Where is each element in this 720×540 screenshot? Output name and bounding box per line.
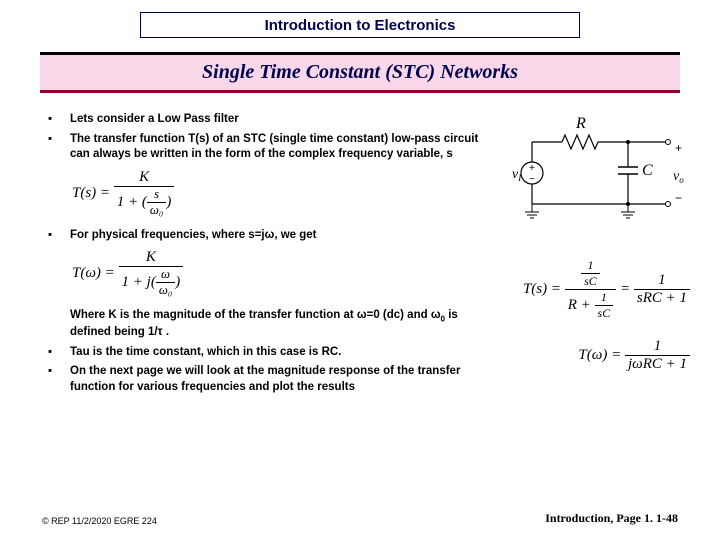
eq-fraction: K 1 + (sω₀) xyxy=(114,169,175,218)
bullet-item: ▪ For physical frequencies, where s=jω, … xyxy=(48,228,488,244)
bullet-text: Where K is the magnitude of the transfer… xyxy=(70,308,488,341)
bullet-marker: ▪ xyxy=(48,132,70,163)
bullet-text: Lets consider a Low Pass filter xyxy=(70,112,488,128)
footer-left: © REP 11/2/2020 EGRE 224 xyxy=(42,516,157,526)
equation-Ts-rc: T(s) = 1sC R + 1sC = 1sRC + 1 xyxy=(523,258,690,321)
bullet-item: ▪ The transfer function T(s) of an STC (… xyxy=(48,132,488,163)
bullet-item: Where K is the magnitude of the transfer… xyxy=(48,308,488,341)
page-title-box: Introduction to Electronics xyxy=(140,12,580,38)
bullet-text: On the next page we will look at the mag… xyxy=(70,364,488,395)
bullet-marker: ▪ xyxy=(48,345,70,361)
bullet-marker: ▪ xyxy=(48,112,70,128)
bullet-marker: ▪ xyxy=(48,228,70,244)
bullet-text: The transfer function T(s) of an STC (si… xyxy=(70,132,488,163)
subtitle-bar: Single Time Constant (STC) Networks xyxy=(40,52,680,93)
subtitle: Single Time Constant (STC) Networks xyxy=(202,61,518,83)
bullet-item: ▪ Lets consider a Low Pass filter xyxy=(48,112,488,128)
bullet-item: ▪ On the next page we will look at the m… xyxy=(48,364,488,395)
equation-Ts: T(s) = K 1 + (sω₀) xyxy=(72,169,488,218)
equation-Tw-rc: T(ω) = 1jωRC + 1 xyxy=(578,338,690,373)
eq-den: 1 + (sω₀) xyxy=(114,187,175,218)
resistor-label: R xyxy=(575,115,586,132)
eq-lhs: T(ω) = xyxy=(72,265,115,281)
capacitor-label: C xyxy=(642,162,653,179)
eq-num: K xyxy=(114,169,175,187)
vout-label: vo xyxy=(673,169,684,185)
svg-text:+: + xyxy=(529,163,535,174)
svg-text:+: + xyxy=(675,141,682,155)
bullet-text: Tau is the time constant, which in this … xyxy=(70,345,488,361)
rc-circuit-diagram: R C + − vI + vo − xyxy=(510,112,690,242)
eq-fraction: K 1 + j(ωω₀) xyxy=(119,249,184,298)
eq-den: 1 + j(ωω₀) xyxy=(119,267,184,298)
body-content: ▪ Lets consider a Low Pass filter ▪ The … xyxy=(48,112,488,399)
bullet-marker: ▪ xyxy=(48,364,70,395)
eq-lhs: T(s) = xyxy=(72,184,110,200)
bullet-item: ▪ Tau is the time constant, which in thi… xyxy=(48,345,488,361)
bullet-text: For physical frequencies, where s=jω, we… xyxy=(70,228,488,244)
svg-text:−: − xyxy=(529,174,535,185)
resistor-icon xyxy=(562,135,598,149)
footer-right: Introduction, Page 1. 1-48 xyxy=(545,511,678,526)
page-title: Introduction to Electronics xyxy=(265,17,456,34)
equation-Tw: T(ω) = K 1 + j(ωω₀) xyxy=(72,249,488,298)
eq-num: K xyxy=(119,249,184,267)
vin-label: vI xyxy=(512,167,522,183)
svg-text:−: − xyxy=(675,191,682,205)
